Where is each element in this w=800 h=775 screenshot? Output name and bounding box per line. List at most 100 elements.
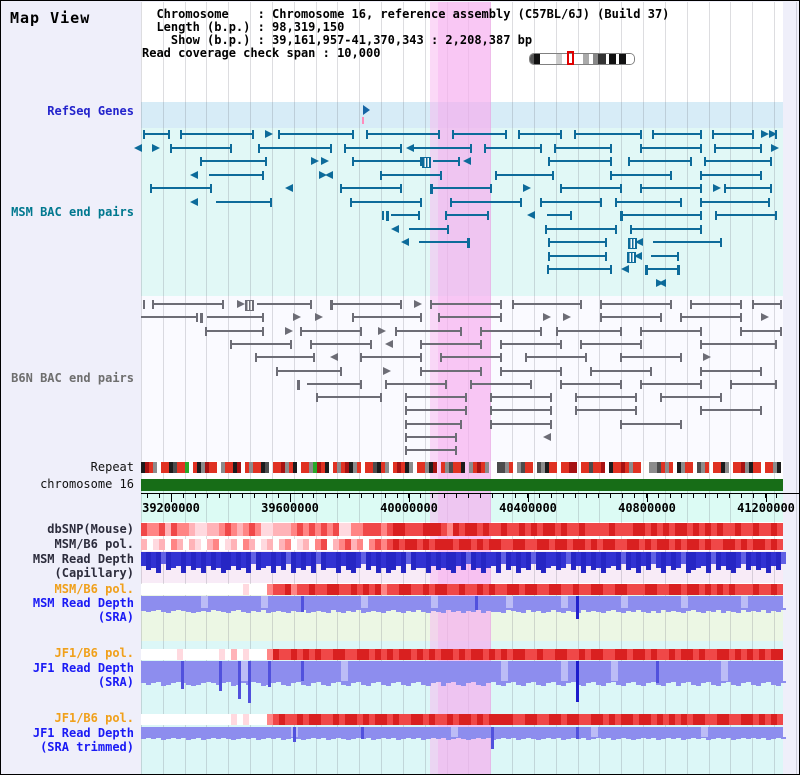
bac-segment-line[interactable] bbox=[641, 383, 701, 385]
bac-segment-line[interactable] bbox=[513, 303, 581, 305]
bac-segment-line[interactable] bbox=[406, 423, 461, 425]
bac-segment-line[interactable] bbox=[431, 303, 501, 305]
bac-segment-line[interactable] bbox=[601, 303, 671, 305]
bac-segment-line[interactable] bbox=[741, 330, 781, 332]
bac-segment-line[interactable] bbox=[561, 187, 621, 189]
bac-segment-line[interactable] bbox=[629, 160, 691, 162]
bac-segment-line[interactable] bbox=[331, 303, 401, 305]
bac-segment-line[interactable] bbox=[501, 370, 561, 372]
bac-segment-line[interactable] bbox=[433, 160, 459, 162]
bac-segment-line[interactable] bbox=[725, 187, 771, 189]
chromosome-16-bar[interactable] bbox=[141, 479, 783, 491]
bac-segment-line[interactable] bbox=[549, 160, 611, 162]
bac-segment-line[interactable] bbox=[201, 160, 266, 162]
bac-segment-line[interactable] bbox=[257, 303, 311, 305]
bac-segment-line[interactable] bbox=[753, 303, 781, 305]
bac-segment-line[interactable] bbox=[549, 241, 606, 243]
bac-segment-line[interactable] bbox=[547, 214, 571, 216]
bac-segment-line[interactable] bbox=[277, 370, 341, 372]
bac-segment-line[interactable] bbox=[446, 214, 488, 216]
refseq-gene-marker[interactable] bbox=[363, 105, 370, 115]
bac-segment-line[interactable] bbox=[653, 133, 701, 135]
bac-segment-line[interactable] bbox=[406, 449, 456, 451]
bac-segment-line[interactable] bbox=[701, 409, 761, 411]
bac-segment-line[interactable] bbox=[439, 316, 501, 318]
bac-segment-line[interactable] bbox=[386, 383, 446, 385]
bac-segment-line[interactable] bbox=[705, 160, 771, 162]
bac-segment-line[interactable] bbox=[641, 187, 701, 189]
bac-segment-line[interactable] bbox=[576, 396, 636, 398]
bac-segment-line[interactable] bbox=[301, 330, 361, 332]
bac-segment-line[interactable] bbox=[555, 147, 611, 149]
bac-segment-line[interactable] bbox=[144, 133, 169, 135]
bac-segment-line[interactable] bbox=[701, 201, 769, 203]
bac-segment-line[interactable] bbox=[351, 201, 421, 203]
bac-segment-line[interactable] bbox=[546, 228, 616, 230]
bac-segment-line[interactable] bbox=[381, 174, 441, 176]
bac-segment-line[interactable] bbox=[701, 370, 761, 372]
bac-segment-line[interactable] bbox=[406, 396, 466, 398]
bac-segment-line[interactable] bbox=[548, 268, 611, 270]
bac-segment-line[interactable] bbox=[353, 316, 421, 318]
bac-segment-line[interactable] bbox=[713, 133, 753, 135]
bac-segment-line[interactable] bbox=[641, 147, 701, 149]
bac-segment-line[interactable] bbox=[631, 228, 701, 230]
bac-segment-line[interactable] bbox=[581, 343, 641, 345]
bac-segment-line[interactable] bbox=[691, 303, 741, 305]
bac-segment-line[interactable] bbox=[453, 133, 506, 135]
bac-segment-line[interactable] bbox=[216, 201, 271, 203]
bac-segment-line[interactable] bbox=[471, 383, 531, 385]
bac-segment-line[interactable] bbox=[153, 303, 223, 305]
bac-segment-line[interactable] bbox=[409, 228, 448, 230]
bac-segment-line[interactable] bbox=[621, 356, 681, 358]
bac-segment-line[interactable] bbox=[206, 330, 263, 332]
bac-segment-line[interactable] bbox=[491, 423, 551, 425]
bac-segment-line[interactable] bbox=[653, 241, 721, 243]
bac-segment-line[interactable] bbox=[361, 356, 421, 358]
bac-segment-line[interactable] bbox=[451, 201, 521, 203]
bac-segment-line[interactable] bbox=[421, 370, 481, 372]
bac-segment-line[interactable] bbox=[414, 147, 471, 149]
bac-segment-line[interactable] bbox=[575, 133, 641, 135]
bac-segment-line[interactable] bbox=[151, 187, 211, 189]
bac-segment-line[interactable] bbox=[406, 436, 456, 438]
bac-segment-line[interactable] bbox=[731, 383, 776, 385]
bac-segment-line[interactable] bbox=[601, 316, 661, 318]
bac-segment-line[interactable] bbox=[209, 174, 263, 176]
bac-segment-line[interactable] bbox=[715, 147, 761, 149]
bac-segment-line[interactable] bbox=[611, 174, 671, 176]
bac-segment-line[interactable] bbox=[519, 133, 561, 135]
bac-segment-line[interactable] bbox=[661, 396, 721, 398]
bac-segment-line[interactable] bbox=[391, 214, 419, 216]
bac-segment-line[interactable] bbox=[207, 316, 263, 318]
bac-segment-line[interactable] bbox=[485, 147, 541, 149]
bac-segment-line[interactable] bbox=[317, 396, 381, 398]
bac-segment-line[interactable] bbox=[367, 133, 439, 135]
bac-segment-line[interactable] bbox=[491, 396, 551, 398]
bac-segment-line[interactable] bbox=[621, 214, 701, 216]
bac-segment-line[interactable] bbox=[259, 147, 331, 149]
bac-segment-line[interactable] bbox=[431, 187, 491, 189]
bac-segment-line[interactable] bbox=[561, 383, 621, 385]
bac-segment-line[interactable] bbox=[307, 383, 361, 385]
bac-segment-line[interactable] bbox=[651, 255, 678, 257]
bac-segment-line[interactable] bbox=[311, 343, 371, 345]
bac-segment-line[interactable] bbox=[396, 330, 461, 332]
bac-segment-line[interactable] bbox=[341, 187, 401, 189]
bac-segment-line[interactable] bbox=[345, 147, 401, 149]
bac-segment-line[interactable] bbox=[141, 316, 197, 318]
bac-segment-line[interactable] bbox=[171, 147, 231, 149]
bac-segment-line[interactable] bbox=[541, 201, 601, 203]
bac-segment-line[interactable] bbox=[641, 330, 701, 332]
bac-segment-line[interactable] bbox=[496, 174, 553, 176]
bac-segment-line[interactable] bbox=[526, 356, 586, 358]
bac-segment-line[interactable] bbox=[441, 356, 501, 358]
bac-segment-line[interactable] bbox=[421, 343, 481, 345]
bac-segment-line[interactable] bbox=[353, 160, 421, 162]
bac-segment-line[interactable] bbox=[256, 356, 314, 358]
bac-segment-line[interactable] bbox=[716, 214, 776, 216]
bac-segment-line[interactable] bbox=[181, 133, 253, 135]
bac-segment-line[interactable] bbox=[279, 133, 353, 135]
bac-segment-line[interactable] bbox=[681, 316, 741, 318]
